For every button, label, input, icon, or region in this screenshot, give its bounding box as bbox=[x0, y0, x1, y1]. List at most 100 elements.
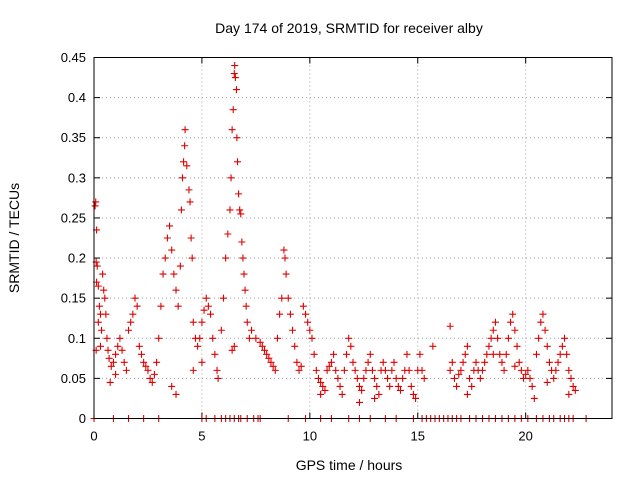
y-tick-label: 0.15 bbox=[61, 291, 86, 306]
data-point bbox=[207, 310, 215, 318]
data-point bbox=[234, 158, 242, 166]
data-point bbox=[94, 282, 102, 290]
data-point bbox=[228, 346, 236, 354]
data-point bbox=[373, 382, 381, 390]
data-point bbox=[461, 350, 469, 358]
data-point bbox=[240, 270, 248, 278]
data-point bbox=[224, 230, 232, 238]
data-point bbox=[172, 286, 180, 294]
data-point bbox=[381, 366, 389, 374]
data-point bbox=[543, 342, 551, 350]
data-point bbox=[144, 366, 152, 374]
data-point bbox=[282, 270, 290, 278]
data-point bbox=[265, 354, 273, 362]
data-point bbox=[238, 238, 246, 246]
data-point bbox=[229, 106, 237, 114]
data-point bbox=[321, 386, 329, 394]
data-point bbox=[185, 186, 193, 194]
data-point bbox=[271, 366, 279, 374]
data-point bbox=[388, 366, 396, 374]
data-point bbox=[214, 374, 222, 382]
data-point bbox=[269, 362, 277, 370]
data-point bbox=[118, 346, 126, 354]
data-point bbox=[347, 342, 355, 350]
data-point bbox=[166, 222, 174, 230]
data-point bbox=[336, 382, 344, 390]
data-point bbox=[317, 378, 325, 386]
data-point bbox=[258, 342, 266, 350]
data-point bbox=[418, 366, 426, 374]
data-point bbox=[237, 210, 245, 218]
data-point bbox=[351, 366, 359, 374]
data-point bbox=[371, 394, 379, 402]
data-point bbox=[297, 362, 305, 370]
x-tick-label: 20 bbox=[518, 429, 532, 444]
data-point bbox=[463, 390, 471, 398]
data-point bbox=[222, 254, 230, 262]
plot-frame bbox=[93, 57, 613, 419]
data-point bbox=[163, 234, 171, 242]
data-point bbox=[177, 206, 185, 214]
data-point bbox=[304, 318, 312, 326]
data-point bbox=[198, 318, 206, 326]
data-point bbox=[308, 334, 316, 342]
data-point bbox=[120, 358, 128, 366]
data-point bbox=[168, 246, 176, 254]
data-point bbox=[453, 382, 461, 390]
data-point bbox=[565, 366, 573, 374]
data-point bbox=[140, 358, 148, 366]
data-point bbox=[483, 350, 491, 358]
data-point bbox=[104, 346, 112, 354]
data-point bbox=[181, 126, 189, 134]
data-point bbox=[502, 350, 510, 358]
data-point bbox=[334, 374, 342, 382]
data-point bbox=[116, 334, 124, 342]
data-point bbox=[135, 342, 143, 350]
x-axis-ticks: 0 5 10 15 20 bbox=[90, 57, 533, 444]
data-point bbox=[189, 366, 197, 374]
data-point bbox=[146, 374, 154, 382]
data-point bbox=[355, 382, 363, 390]
data-point bbox=[133, 302, 141, 310]
data-point bbox=[137, 350, 145, 358]
data-point bbox=[416, 350, 424, 358]
data-point bbox=[340, 366, 348, 374]
y-tick-label: 0 bbox=[79, 411, 86, 426]
data-point bbox=[571, 386, 579, 394]
data-point bbox=[91, 202, 99, 210]
data-point bbox=[280, 246, 288, 254]
data-point bbox=[213, 366, 221, 374]
data-point bbox=[231, 74, 239, 82]
data-point bbox=[281, 254, 289, 262]
data-point bbox=[323, 366, 331, 374]
data-point bbox=[358, 386, 366, 394]
data-point bbox=[412, 394, 420, 402]
data-point bbox=[93, 262, 101, 270]
data-point bbox=[532, 350, 540, 358]
data-point bbox=[399, 374, 407, 382]
data-point bbox=[457, 366, 465, 374]
data-point bbox=[170, 270, 178, 278]
data-point bbox=[317, 390, 325, 398]
data-point bbox=[466, 374, 474, 382]
data-point bbox=[554, 358, 562, 366]
data-point bbox=[535, 334, 543, 342]
data-point bbox=[235, 190, 243, 198]
data-point bbox=[261, 346, 269, 354]
data-point bbox=[263, 350, 271, 358]
data-point bbox=[267, 358, 275, 366]
data-point bbox=[552, 366, 560, 374]
data-point bbox=[364, 358, 372, 366]
data-point bbox=[481, 358, 489, 366]
data-point bbox=[446, 322, 454, 330]
data-point bbox=[394, 382, 402, 390]
data-point bbox=[530, 394, 538, 402]
data-point bbox=[129, 310, 137, 318]
data-point bbox=[537, 318, 545, 326]
y-tick-label: 0.2 bbox=[68, 251, 86, 266]
y-tick-label: 0.45 bbox=[61, 50, 86, 65]
data-point bbox=[306, 326, 314, 334]
data-point bbox=[496, 350, 504, 358]
data-point bbox=[236, 206, 244, 214]
